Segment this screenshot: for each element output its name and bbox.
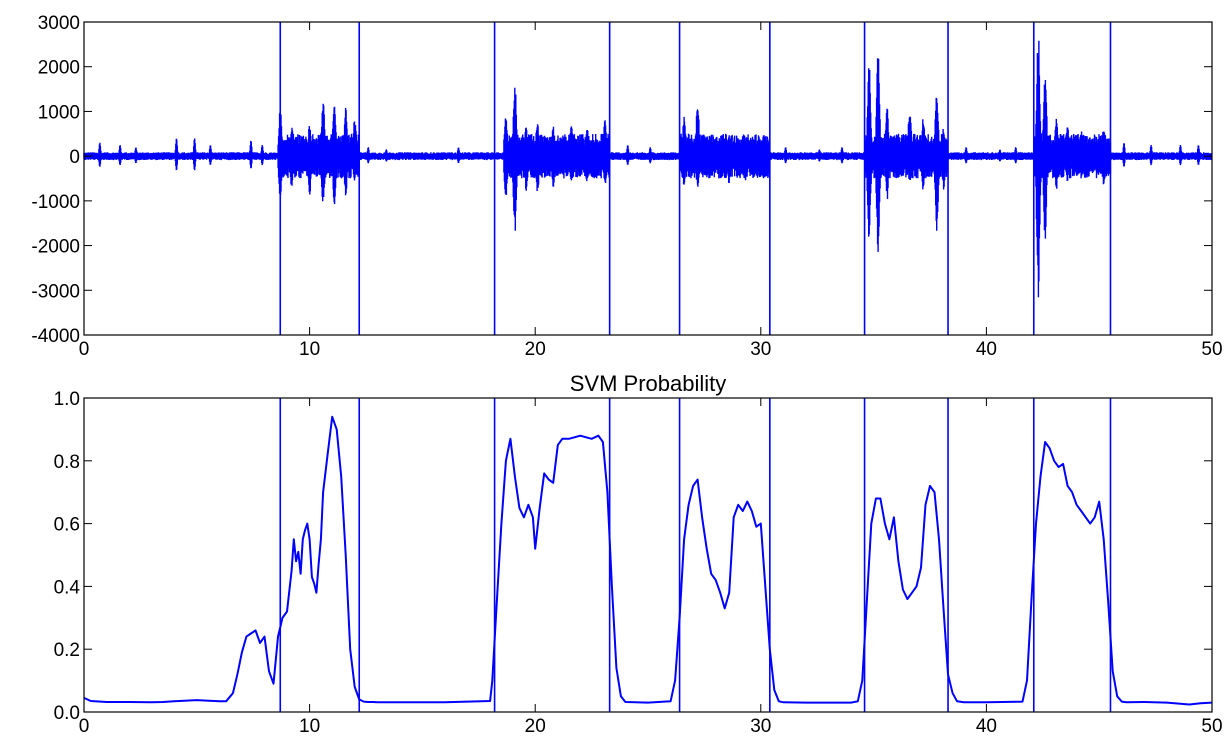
x-tick-label: 20 [525,339,546,360]
svm-chart-title: SVM Probability [570,371,727,396]
y-tick-label: 0.6 [54,515,80,536]
y-tick-label: 0.2 [54,640,80,661]
svm-x-tick-labels: 0 10 20 30 40 50 [79,716,1223,737]
x-tick-label: 40 [976,339,997,360]
svm-ticks [83,397,1213,713]
signal-y-tick-labels: -4000 -3000 -2000 -1000 0 1000 2000 3000 [31,13,80,347]
x-tick-label: 0 [79,716,90,737]
x-tick-label: 30 [750,716,771,737]
y-tick-label: -3000 [31,281,80,302]
y-tick-label: -2000 [31,237,80,258]
y-tick-label: 0.8 [54,452,80,473]
y-tick-label: 1000 [38,102,80,123]
x-tick-label: 10 [299,339,320,360]
svm-probability-chart: SVM Probability 0 10 20 30 40 50 0.0 0.2 0.4 0.6… [54,371,1223,737]
y-tick-label: 0 [69,147,80,168]
y-tick-label: 0.0 [54,703,80,724]
x-tick-label: 10 [299,716,320,737]
x-tick-label: 0 [79,339,90,360]
y-tick-label: 1.0 [54,389,80,410]
svm-plot-frame [83,397,1213,713]
y-tick-label: -4000 [31,326,80,347]
signal-ticks [83,21,1213,336]
signal-plot-frame [83,21,1213,336]
x-tick-label: 40 [976,716,997,737]
y-tick-label: 0.4 [54,577,81,598]
probability-line [83,415,1213,706]
y-tick-label: 2000 [38,58,80,79]
x-tick-label: 50 [1201,339,1222,360]
y-tick-label: 3000 [38,13,80,34]
signal-chart: 0 10 20 30 40 50 -4000 -3000 -2000 -1000 0 1000 200… [31,13,1222,360]
x-tick-label: 30 [750,339,771,360]
svm-probability-line [83,415,1213,706]
x-tick-label: 20 [525,716,546,737]
y-tick-label: -1000 [31,192,80,213]
svm-vertical-markers [279,398,1112,712]
signal-vertical-markers [279,22,1112,335]
signal-x-tick-labels: 0 10 20 30 40 50 [79,339,1223,360]
svm-y-tick-labels: 0.0 0.2 0.4 0.6 0.8 1.0 [54,389,81,724]
x-tick-label: 50 [1201,716,1222,737]
